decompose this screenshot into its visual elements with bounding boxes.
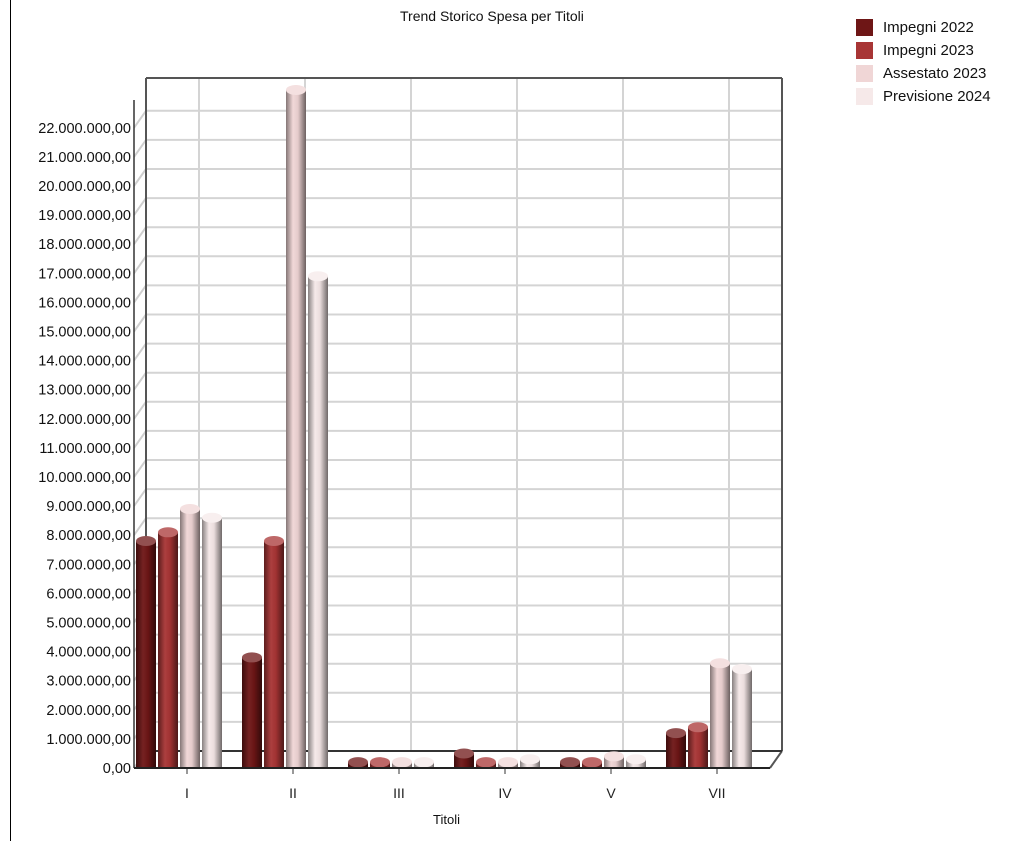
y-tick-label: 16.000.000,00 bbox=[38, 295, 131, 311]
bar-top bbox=[498, 757, 518, 768]
bar bbox=[136, 541, 156, 768]
bar bbox=[158, 532, 178, 768]
gridline-depth bbox=[133, 255, 147, 274]
bar bbox=[688, 727, 708, 768]
gridline-depth bbox=[133, 313, 147, 333]
bar-top bbox=[286, 84, 306, 95]
bar-top bbox=[732, 664, 752, 675]
gridline-depth bbox=[133, 168, 147, 187]
bar bbox=[286, 89, 306, 769]
y-tick-label: 0,00 bbox=[103, 761, 131, 777]
bar-top bbox=[666, 728, 686, 739]
bar-top bbox=[604, 751, 624, 762]
bar bbox=[264, 541, 284, 768]
bar-top bbox=[520, 754, 540, 765]
bar-top bbox=[370, 757, 390, 768]
gridline-depth bbox=[133, 139, 147, 158]
legend-swatch bbox=[856, 19, 873, 36]
chart-title: Trend Storico Spesa per Titoli bbox=[400, 8, 584, 24]
y-tick-label: 1.000.000,00 bbox=[46, 732, 131, 748]
x-tick-label: II bbox=[289, 785, 297, 801]
bar-top bbox=[180, 504, 200, 515]
y-tick-label: 10.000.000,00 bbox=[38, 470, 131, 486]
x-tick-label: VII bbox=[708, 785, 725, 801]
y-tick-label: 12.000.000,00 bbox=[38, 412, 131, 428]
gridline-depth bbox=[133, 488, 147, 507]
bar-top bbox=[476, 757, 496, 768]
gridline-depth bbox=[133, 110, 147, 129]
bar bbox=[242, 657, 262, 768]
y-tick-label: 19.000.000,00 bbox=[38, 208, 131, 224]
y-tick-label: 22.000.000,00 bbox=[38, 121, 131, 137]
legend-label: Assestato 2023 bbox=[883, 65, 987, 82]
y-tick-label: 2.000.000,00 bbox=[46, 703, 131, 719]
y-tick-label: 4.000.000,00 bbox=[46, 645, 131, 661]
x-tick-label: III bbox=[393, 785, 405, 801]
y-tick-label: 20.000.000,00 bbox=[38, 179, 131, 195]
y-tick-label: 3.000.000,00 bbox=[46, 674, 131, 690]
x-tick-label: IV bbox=[498, 785, 512, 801]
legend-swatch bbox=[856, 65, 873, 82]
bar-top bbox=[560, 757, 580, 768]
gridline-depth bbox=[133, 459, 147, 478]
bar-top bbox=[454, 748, 474, 759]
gridline-depth bbox=[133, 372, 147, 391]
x-tick-label: V bbox=[606, 785, 616, 801]
bar bbox=[732, 669, 752, 768]
y-tick-label: 7.000.000,00 bbox=[46, 557, 131, 573]
bar-top bbox=[158, 527, 178, 538]
gridline-depth bbox=[133, 284, 147, 303]
legend-item-assestato-2023: Assestato 2023 bbox=[856, 62, 991, 85]
y-tick-label: 5.000.000,00 bbox=[46, 616, 131, 632]
bar-top bbox=[136, 536, 156, 547]
bar-top bbox=[688, 722, 708, 733]
legend-item-impegni-2022: Impegni 2022 bbox=[856, 16, 991, 39]
floor-right-edge bbox=[769, 750, 783, 769]
bar bbox=[202, 517, 222, 768]
bar-top bbox=[392, 757, 412, 768]
bar-top bbox=[242, 652, 262, 663]
y-tick-label: 6.000.000,00 bbox=[46, 586, 131, 602]
x-tick-label: I bbox=[185, 785, 189, 801]
bar bbox=[604, 756, 624, 768]
x-axis-label: Titoli bbox=[433, 812, 460, 827]
bar-top bbox=[308, 271, 328, 282]
bar bbox=[308, 276, 328, 768]
legend-label: Previsione 2024 bbox=[883, 88, 991, 105]
bar-top bbox=[626, 754, 646, 765]
legend-swatch bbox=[856, 42, 873, 59]
legend-item-impegni-2023: Impegni 2023 bbox=[856, 39, 991, 62]
gridline-depth bbox=[133, 401, 147, 420]
bar-top bbox=[710, 658, 730, 669]
bar-top bbox=[264, 536, 284, 547]
legend: Impegni 2022 Impegni 2023 Assestato 2023… bbox=[856, 16, 991, 108]
y-tick-label: 18.000.000,00 bbox=[38, 237, 131, 253]
y-tick-label: 14.000.000,00 bbox=[38, 354, 131, 370]
y-tick-label: 17.000.000,00 bbox=[38, 266, 131, 282]
legend-label: Impegni 2022 bbox=[883, 19, 974, 36]
bar bbox=[710, 663, 730, 768]
y-tick-label: 21.000.000,00 bbox=[38, 150, 131, 166]
y-tick-label: 11.000.000,00 bbox=[39, 441, 131, 457]
gridline-depth bbox=[133, 517, 147, 536]
bar-top bbox=[202, 512, 222, 523]
gridline-depth bbox=[133, 343, 147, 362]
y-tick-label: 15.000.000,00 bbox=[38, 325, 131, 341]
bar-top bbox=[414, 757, 434, 768]
gridline-depth bbox=[133, 226, 147, 245]
bar bbox=[180, 509, 200, 768]
legend-item-previsione-2024: Previsione 2024 bbox=[856, 85, 991, 108]
legend-label: Impegni 2023 bbox=[883, 42, 974, 59]
chart-frame bbox=[10, 0, 1035, 841]
bar-top bbox=[582, 757, 602, 768]
y-tick-label: 13.000.000,00 bbox=[38, 383, 131, 399]
gridline-depth bbox=[133, 197, 147, 216]
bar-top bbox=[348, 757, 368, 768]
legend-swatch bbox=[856, 88, 873, 105]
y-tick-label: 9.000.000,00 bbox=[46, 499, 131, 515]
y-tick-label: 8.000.000,00 bbox=[46, 528, 131, 544]
gridline-depth bbox=[133, 430, 147, 449]
bar bbox=[666, 733, 686, 768]
